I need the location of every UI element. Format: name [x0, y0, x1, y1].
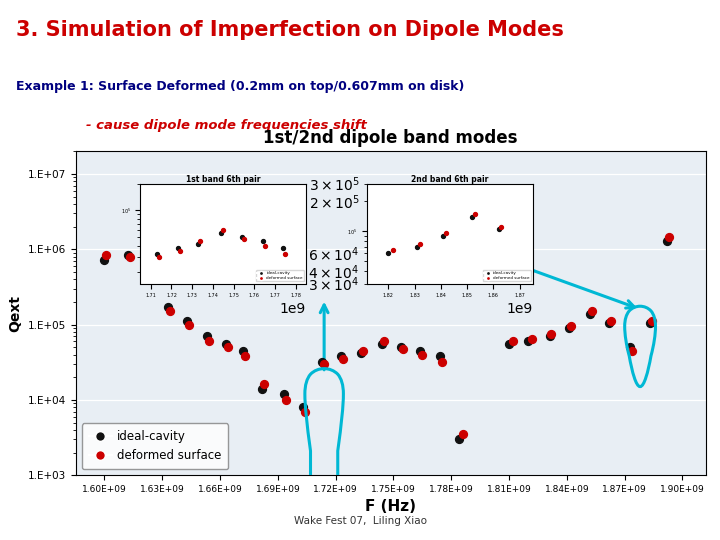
Point — [467, 212, 478, 221]
Point — [297, 403, 309, 411]
Point — [164, 307, 176, 315]
Point — [239, 352, 251, 361]
Point — [663, 233, 675, 241]
Point — [441, 229, 452, 238]
Point — [563, 323, 575, 332]
Point — [203, 337, 215, 346]
Text: 2nd band 6th pair: 2nd band 6th pair — [411, 175, 489, 184]
Text: - cause dipole mode frequencies shift: - cause dipole mode frequencies shift — [86, 119, 367, 132]
Point — [174, 246, 186, 255]
Point — [318, 360, 330, 368]
Point — [258, 241, 270, 250]
Y-axis label: Qext: Qext — [8, 295, 22, 332]
Point — [184, 320, 195, 329]
Point — [162, 303, 174, 312]
Point — [220, 340, 232, 348]
Point — [257, 384, 269, 393]
Point — [194, 237, 206, 246]
Point — [122, 250, 133, 259]
Title: 1st/2nd dipole band modes: 1st/2nd dipole band modes — [264, 129, 518, 147]
Point — [181, 317, 193, 326]
Point — [626, 346, 638, 355]
Point — [201, 332, 212, 341]
Point — [336, 352, 347, 361]
Point — [382, 249, 394, 258]
Point — [414, 239, 426, 248]
Point — [279, 250, 291, 259]
Point — [395, 343, 407, 352]
Point — [507, 337, 518, 346]
Text: 1st band 6th pair: 1st band 6th pair — [186, 175, 261, 184]
Point — [278, 389, 289, 398]
Point — [215, 229, 227, 238]
Point — [355, 349, 366, 357]
Point — [436, 357, 447, 366]
Point — [523, 337, 534, 346]
Point — [565, 322, 577, 330]
Point — [453, 435, 464, 443]
Point — [584, 309, 595, 318]
Point — [257, 237, 269, 246]
Point — [457, 430, 469, 438]
Point — [378, 337, 390, 346]
Point — [277, 244, 289, 252]
Point — [434, 352, 446, 361]
Point — [417, 350, 428, 359]
Text: Example 1: Surface Deformed (0.2mm on top/0.607mm on disk): Example 1: Surface Deformed (0.2mm on to… — [16, 80, 464, 93]
Point — [153, 252, 165, 261]
Point — [661, 237, 672, 245]
Point — [238, 234, 250, 243]
Point — [544, 332, 555, 341]
Point — [222, 343, 233, 352]
Point — [586, 307, 598, 315]
Point — [415, 346, 426, 355]
Point — [388, 246, 400, 254]
Point — [101, 250, 112, 259]
Point — [526, 334, 538, 343]
Point — [438, 232, 449, 240]
Point — [411, 242, 423, 251]
Legend: ideal-cavity, deformed surface: ideal-cavity, deformed surface — [256, 270, 304, 281]
Point — [493, 225, 505, 233]
Point — [603, 319, 615, 327]
Point — [236, 233, 248, 241]
Point — [606, 317, 617, 326]
Point — [172, 244, 184, 252]
Point — [124, 253, 135, 262]
Point — [317, 357, 328, 366]
Point — [357, 346, 369, 355]
Point — [625, 343, 636, 352]
Point — [503, 340, 515, 348]
Point — [397, 344, 409, 353]
Point — [192, 239, 204, 248]
Point — [258, 380, 270, 389]
Text: 3. Simulation of Imperfection on Dipole Modes: 3. Simulation of Imperfection on Dipole … — [16, 21, 564, 40]
Point — [495, 223, 507, 232]
Point — [299, 407, 310, 416]
Point — [143, 273, 155, 282]
X-axis label: F (Hz): F (Hz) — [365, 500, 416, 515]
Legend: ideal-cavity, deformed surface: ideal-cavity, deformed surface — [482, 270, 531, 281]
Legend: ideal-cavity, deformed surface: ideal-cavity, deformed surface — [81, 423, 228, 469]
Point — [338, 355, 349, 363]
Point — [141, 269, 153, 278]
Point — [469, 210, 481, 218]
Point — [151, 250, 163, 259]
Point — [238, 346, 249, 355]
Point — [646, 317, 657, 326]
Point — [376, 340, 387, 348]
Point — [546, 329, 557, 338]
Point — [99, 255, 110, 264]
Point — [280, 395, 292, 404]
Text: Wake Fest 07,  Liling Xiao: Wake Fest 07, Liling Xiao — [294, 516, 426, 526]
Point — [644, 319, 655, 327]
Point — [217, 226, 229, 234]
